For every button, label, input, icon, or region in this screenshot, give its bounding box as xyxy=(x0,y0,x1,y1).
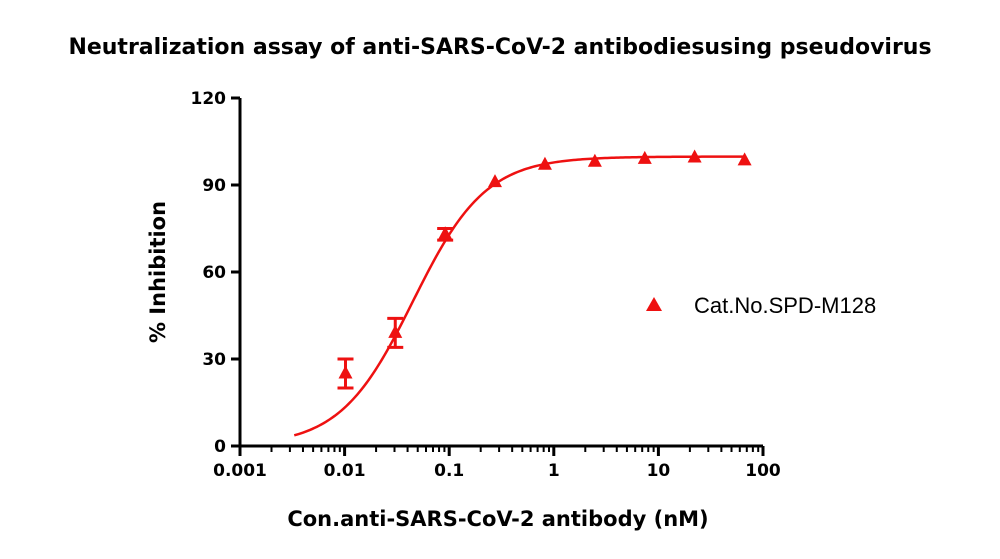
y-tick-label: 60 xyxy=(202,263,226,283)
x-tick-label: 0.01 xyxy=(324,461,366,481)
x-tick-label: 10 xyxy=(647,461,671,481)
x-tick-label: 1 xyxy=(548,461,560,481)
fit-curve-layer xyxy=(293,155,745,437)
y-axis-label: % Inhibition xyxy=(146,201,170,343)
data-point xyxy=(338,365,353,379)
data-point xyxy=(587,153,602,167)
y-tick-label: 30 xyxy=(202,350,226,370)
data-points-layer xyxy=(337,149,752,390)
data-point xyxy=(637,150,652,164)
data-point xyxy=(687,149,702,163)
chart-title: Neutralization assay of anti-SARS-CoV-2 … xyxy=(68,35,931,60)
x-tick-label: 100 xyxy=(745,461,781,481)
data-point xyxy=(537,156,552,170)
legend-marker xyxy=(646,297,662,311)
x-tick-label: 0.001 xyxy=(213,461,267,481)
axes: 0 30 60 90 120 0.001 0.01 0.1 1 10 100 xyxy=(191,89,781,481)
y-tick-label: 120 xyxy=(191,89,227,109)
data-point xyxy=(487,174,502,188)
y-tick-label: 90 xyxy=(202,176,226,196)
data-point xyxy=(388,324,403,338)
data-point xyxy=(737,152,752,166)
data-point xyxy=(438,226,453,240)
legend-label: Cat.No.SPD-M128 xyxy=(694,293,876,318)
x-axis-label: Con.anti-SARS-CoV-2 antibody (nM) xyxy=(287,507,708,531)
legend: Cat.No.SPD-M128 xyxy=(646,293,876,318)
fit-curve xyxy=(293,155,745,437)
y-tick-label: 0 xyxy=(214,437,226,457)
x-tick-label: 0.1 xyxy=(434,461,464,481)
